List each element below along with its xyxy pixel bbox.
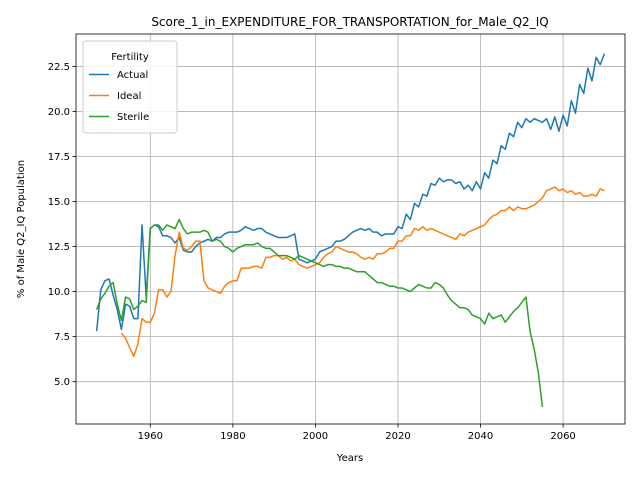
x-tick-label: 1980 [220, 431, 245, 442]
series-line-sterile [95, 218, 544, 407]
x-tick-label: 1960 [138, 431, 163, 442]
series-line-actual [95, 53, 606, 332]
series-lines [95, 53, 606, 407]
x-axis-label: Years [336, 453, 363, 464]
legend-entry-actual: Actual [117, 70, 148, 81]
x-tick-label: 2000 [303, 431, 328, 442]
axis-ticks: 1960 1980 2000 2020 2040 2060 5.0 7.5 10.0 12.5 15… [48, 62, 576, 442]
y-tick-label: 17.5 [48, 152, 70, 163]
legend-frame [82, 40, 178, 134]
y-tick-label: 7.5 [54, 332, 70, 343]
y-axis-label: % of Male Q2_IQ Population [16, 160, 27, 298]
chart-title: Score_1_in_EXPENDITURE_FOR_TRANSPORTATIO… [151, 15, 548, 29]
plot-area-frame [75, 33, 626, 425]
y-tick-label: 5.0 [54, 377, 70, 388]
y-tick-label: 15.0 [48, 197, 70, 208]
legend-entry-ideal: Ideal [117, 91, 141, 102]
legend-title: Fertility [111, 52, 149, 63]
legend: Fertility Actual Ideal Sterile [82, 40, 178, 134]
x-tick-label: 2060 [550, 431, 575, 442]
series-line-ideal [120, 186, 605, 358]
y-tick-label: 20.0 [48, 107, 70, 118]
y-tick-label: 12.5 [48, 242, 70, 253]
grid [76, 34, 625, 424]
x-tick-label: 2020 [385, 431, 410, 442]
legend-entry-sterile: Sterile [117, 112, 149, 123]
y-tick-label: 10.0 [48, 287, 70, 298]
x-tick-label: 2040 [468, 431, 493, 442]
y-tick-label: 22.5 [48, 62, 70, 73]
